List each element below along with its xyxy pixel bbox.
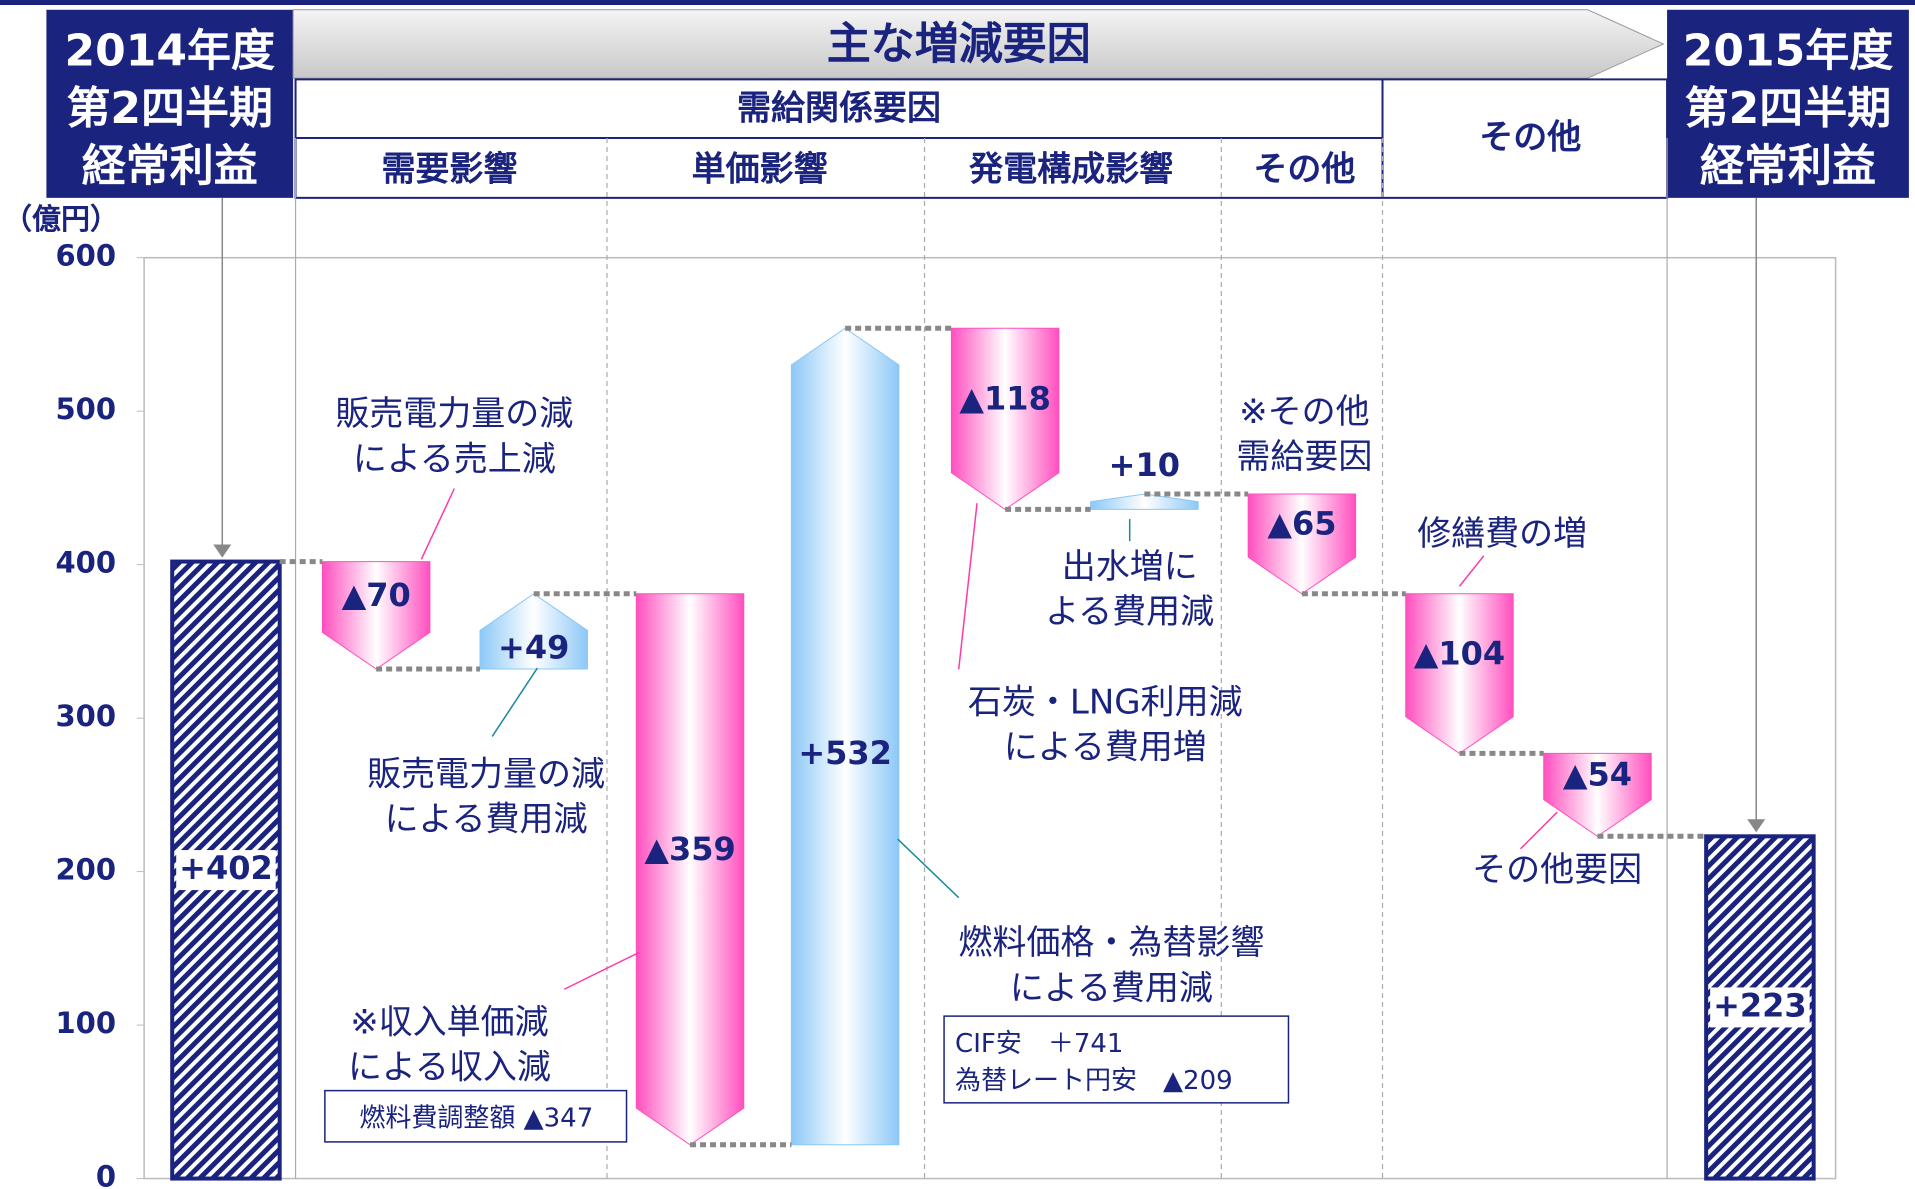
value-label: ▲54 xyxy=(1563,756,1632,794)
value-label: ▲118 xyxy=(959,380,1050,418)
annotation-line: ※その他 xyxy=(1239,391,1370,431)
annotation: 販売電力量の減による売上減 xyxy=(335,394,573,479)
y-tick-label: 600 xyxy=(55,239,116,273)
top-rule xyxy=(0,0,1915,5)
leader-line xyxy=(1519,811,1558,850)
annotation-line: 燃料価格・為替影響 xyxy=(958,923,1264,963)
start-header-line: 第2四半期 xyxy=(66,83,273,134)
decrease-bar xyxy=(1543,752,1652,837)
end-header-bg xyxy=(1667,9,1909,198)
y-tick-label: 300 xyxy=(55,699,116,733)
annotation: 修繕費の増 xyxy=(1417,513,1587,553)
subgroup-label: その他 xyxy=(1253,149,1355,189)
title-arrow xyxy=(292,9,1665,79)
leader-line xyxy=(897,838,960,899)
value-label: ▲359 xyxy=(644,830,735,868)
decrease-bar xyxy=(321,561,431,670)
annotation: その他要因 xyxy=(1472,849,1642,889)
increase-bar xyxy=(790,327,900,1146)
end-header-line: 経常利益 xyxy=(1700,141,1876,192)
annotation: ※収入単価減による収入減 xyxy=(348,1002,551,1087)
start-header-bg xyxy=(46,9,294,198)
group-label: 需給関係要因 xyxy=(737,88,941,128)
annotation-line: 修繕費の増 xyxy=(1417,513,1587,553)
subgroup-label: 単価影響 xyxy=(692,149,828,189)
note-line: 為替レート円安 ▲209 xyxy=(955,1065,1233,1095)
value-label: +10 xyxy=(1109,446,1180,484)
annotation-line: による費用増 xyxy=(1004,727,1207,767)
value-label: +49 xyxy=(498,629,569,667)
annotation: 燃料価格・為替影響による費用減 xyxy=(958,923,1264,1008)
start-header: 2014年度第2四半期経常利益 xyxy=(65,26,275,192)
value-label: ▲70 xyxy=(342,576,411,614)
decrease-bar xyxy=(635,593,745,1146)
note-line: CIF安 ＋741 xyxy=(955,1029,1123,1059)
value-label: +223 xyxy=(1713,986,1807,1024)
leader-line xyxy=(957,503,978,670)
start-header-line: 経常利益 xyxy=(82,141,258,192)
value-label: +532 xyxy=(798,734,892,772)
decrease-bar xyxy=(950,327,1060,511)
value-label: +402 xyxy=(179,849,273,887)
leader-line xyxy=(420,488,456,560)
y-tick-label: 100 xyxy=(55,1006,116,1040)
annotation-line: ※収入単価減 xyxy=(350,1002,549,1042)
annotation-line: による費用減 xyxy=(1010,968,1213,1008)
guide-arrow-head xyxy=(213,544,232,558)
annotation-line: による売上減 xyxy=(353,439,556,479)
increase-bar xyxy=(479,593,588,670)
annotation-line: 石炭・LNG利用減 xyxy=(968,682,1243,722)
guide-arrow-head xyxy=(1747,819,1766,833)
note-box xyxy=(943,1015,1290,1104)
y-tick-label: 400 xyxy=(55,546,116,580)
end-header: 2015年度第2四半期経常利益 xyxy=(1683,26,1893,192)
note-text: CIF安 ＋741 為替レート円安 ▲209 xyxy=(955,1029,1233,1096)
decrease-bar xyxy=(1405,593,1514,755)
y-tick-label: 0 xyxy=(96,1160,116,1189)
y-tick-label: 500 xyxy=(55,392,116,426)
annotation-line: 出水増に xyxy=(1062,546,1198,586)
end-header-line: 第2四半期 xyxy=(1685,83,1892,134)
note-line: 燃料費調整額 ▲347 xyxy=(359,1103,593,1133)
annotation-line: 販売電力量の減 xyxy=(335,394,573,434)
annotation: 出水増による費用減 xyxy=(1045,546,1214,631)
annotation: 石炭・LNG利用減による費用増 xyxy=(968,682,1243,767)
annotation-line: 販売電力量の減 xyxy=(367,754,605,794)
leader-line xyxy=(1458,555,1485,587)
leader-line xyxy=(491,667,538,737)
end-header-line: 2015年度 xyxy=(1683,26,1893,77)
annotation-line: よる費用減 xyxy=(1045,592,1214,632)
annotation-line: による費用減 xyxy=(385,799,588,839)
annotation-line: による収入減 xyxy=(348,1047,551,1087)
decrease-bar xyxy=(1247,493,1357,595)
y-axis-label: （億円） xyxy=(3,202,119,236)
leader-line xyxy=(563,951,640,990)
annotation: ※その他需給要因 xyxy=(1236,391,1372,476)
note-text: 燃料費調整額 ▲347 xyxy=(359,1103,593,1133)
y-tick-label: 200 xyxy=(55,853,116,887)
subgroup-label: 発電構成影響 xyxy=(969,149,1173,189)
value-label: ▲65 xyxy=(1267,505,1336,543)
annotation-line: その他要因 xyxy=(1472,849,1642,889)
value-label-bg xyxy=(1710,987,1810,1028)
subgroup-label: 需要影響 xyxy=(381,149,517,189)
value-label-bg xyxy=(176,850,276,891)
annotation: 販売電力量の減による費用減 xyxy=(367,754,605,839)
header-title: 主な増減要因 xyxy=(827,18,1091,69)
other-label: その他 xyxy=(1479,118,1581,158)
note-box xyxy=(324,1089,628,1143)
value-label: ▲104 xyxy=(1414,634,1505,672)
start-header-line: 2014年度 xyxy=(65,26,275,77)
annotation-line: 需給要因 xyxy=(1236,436,1372,476)
increase-bar xyxy=(1090,493,1199,510)
